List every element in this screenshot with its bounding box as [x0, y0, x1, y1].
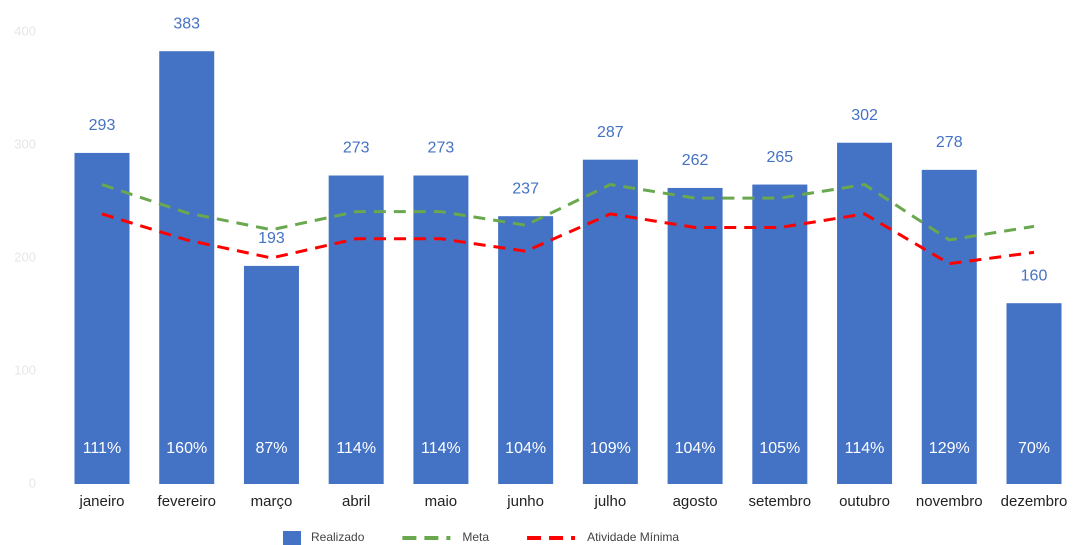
bar [752, 184, 808, 485]
x-tick-label: agosto [673, 493, 718, 510]
bar [413, 175, 469, 484]
x-tick-label: junho [506, 493, 544, 510]
x-tick-label: setembro [749, 493, 812, 510]
bar-annotation: 105% [759, 440, 800, 457]
y-tick-label: 100 [14, 362, 36, 377]
y-tick-label: 0 [29, 475, 36, 490]
x-tick-label: novembro [916, 493, 983, 510]
bar-annotation: 114% [421, 440, 461, 457]
value-label: 293 [89, 117, 116, 134]
bar-annotation: 70% [1018, 440, 1050, 457]
bar-annotation: 160% [166, 440, 207, 457]
y-tick-label: 300 [14, 136, 36, 151]
x-tick-label: fevereiro [158, 493, 216, 510]
line [101, 182, 1035, 242]
bar-annotation: 109% [590, 440, 631, 457]
value-label: 273 [343, 140, 370, 157]
x-tick-label: março [251, 493, 293, 510]
bar-annotation: 104% [675, 440, 716, 457]
x-tick-label: maio [425, 493, 458, 510]
value-label: 237 [512, 180, 539, 197]
bar-annotation: 129% [929, 440, 970, 457]
x-tick-label: abril [342, 493, 370, 510]
bar [921, 169, 977, 485]
bar [837, 142, 893, 485]
bar-annotation: 104% [505, 440, 546, 457]
bar-annotation: 114% [845, 440, 885, 457]
bar [328, 175, 384, 484]
bar [667, 187, 723, 484]
bar [498, 216, 554, 484]
x-tick-label: janeiro [78, 493, 124, 510]
legend-label: Meta [462, 530, 489, 544]
bar [74, 152, 130, 484]
bar [243, 265, 299, 484]
line [101, 212, 1035, 266]
legend-swatch [283, 531, 301, 545]
bar-annotation: 111% [83, 440, 122, 457]
y-tick-label: 400 [14, 23, 36, 38]
x-tick-label: outubro [839, 493, 890, 510]
value-label: 383 [173, 15, 200, 32]
value-label: 273 [428, 140, 455, 157]
value-label: 160 [1021, 267, 1048, 284]
value-label: 262 [682, 152, 709, 169]
bar-annotation: 87% [255, 440, 287, 457]
legend-label: Realizado [311, 530, 365, 544]
value-label: 265 [766, 149, 793, 166]
bar [1006, 303, 1062, 484]
bar [159, 51, 215, 485]
bar-annotation: 114% [336, 440, 376, 457]
value-label: 193 [258, 230, 285, 247]
legend-label: Atividade Mínima [587, 530, 679, 544]
y-tick-label: 200 [14, 249, 36, 264]
x-tick-label: julho [594, 493, 627, 510]
x-tick-label: dezembro [1001, 493, 1068, 510]
value-label: 302 [851, 107, 878, 124]
value-label: 287 [597, 124, 624, 141]
value-label: 278 [936, 134, 963, 151]
bar [582, 159, 638, 484]
